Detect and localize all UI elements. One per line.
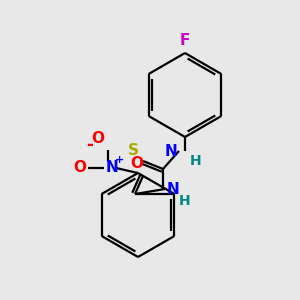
Text: S: S <box>128 143 139 158</box>
Text: +: + <box>114 155 124 165</box>
Text: N: N <box>167 182 180 196</box>
Text: N: N <box>106 160 118 175</box>
Text: -: - <box>87 136 93 154</box>
Text: H: H <box>190 154 202 168</box>
Text: O: O <box>74 160 86 175</box>
Text: F: F <box>180 33 190 48</box>
Text: H: H <box>179 194 190 208</box>
Text: O: O <box>130 156 143 171</box>
Text: N: N <box>164 143 177 158</box>
Text: O: O <box>92 131 104 146</box>
